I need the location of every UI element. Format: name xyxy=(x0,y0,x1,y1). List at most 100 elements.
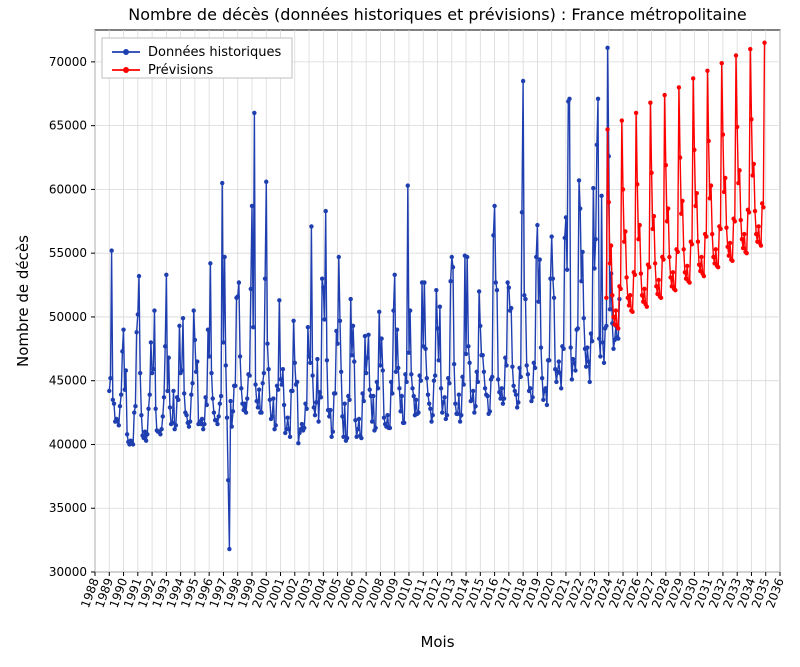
series-marker-forecast xyxy=(736,181,740,185)
series-marker-forecast xyxy=(756,224,760,228)
series-marker-historical xyxy=(497,390,501,394)
series-marker-historical xyxy=(408,308,412,312)
series-marker-forecast xyxy=(723,176,727,180)
series-marker-historical xyxy=(432,379,436,383)
series-marker-forecast xyxy=(651,227,655,231)
series-marker-historical xyxy=(189,393,193,397)
series-marker-forecast xyxy=(639,271,643,275)
series-marker-historical xyxy=(211,396,215,400)
series-marker-forecast xyxy=(727,254,731,258)
series-marker-forecast xyxy=(634,111,638,115)
series-marker-historical xyxy=(434,288,438,292)
series-marker-historical xyxy=(570,377,574,381)
series-marker-historical xyxy=(337,255,341,259)
series-marker-historical xyxy=(593,237,597,241)
series-marker-forecast xyxy=(622,239,626,243)
series-marker-historical xyxy=(208,261,212,265)
series-marker-forecast xyxy=(753,209,757,213)
series-marker-forecast xyxy=(724,225,728,229)
series-marker-historical xyxy=(256,405,260,409)
series-marker-historical xyxy=(490,375,494,379)
series-marker-forecast xyxy=(762,41,766,45)
series-marker-historical xyxy=(207,354,211,358)
series-marker-historical xyxy=(125,432,129,436)
series-marker-forecast xyxy=(747,210,751,214)
series-marker-historical xyxy=(552,296,556,300)
series-marker-historical xyxy=(148,393,152,397)
series-marker-forecast xyxy=(661,257,665,261)
series-marker-forecast xyxy=(654,284,658,288)
series-marker-historical xyxy=(471,389,475,393)
series-marker-historical xyxy=(376,386,380,390)
series-marker-historical xyxy=(291,319,295,323)
series-marker-historical xyxy=(391,308,395,312)
series-marker-forecast xyxy=(749,117,753,121)
series-marker-historical xyxy=(568,345,572,349)
series-marker-historical xyxy=(616,336,620,340)
series-marker-historical xyxy=(153,407,157,411)
series-marker-historical xyxy=(221,340,225,344)
series-marker-historical xyxy=(366,333,370,337)
series-marker-forecast xyxy=(633,273,637,277)
series-marker-historical xyxy=(236,294,240,298)
series-marker-forecast xyxy=(673,288,677,292)
series-marker-historical xyxy=(448,279,452,283)
series-marker-historical xyxy=(412,394,416,398)
series-marker-forecast xyxy=(668,275,672,279)
series-marker-historical xyxy=(528,386,532,390)
series-marker-historical xyxy=(503,356,507,360)
series-marker-historical xyxy=(595,143,599,147)
series-marker-forecast xyxy=(748,47,752,51)
series-marker-historical xyxy=(190,381,194,385)
series-marker-historical xyxy=(288,435,292,439)
series-marker-historical xyxy=(340,414,344,418)
series-marker-historical xyxy=(507,285,511,289)
series-marker-historical xyxy=(541,398,545,402)
series-marker-historical xyxy=(308,361,312,365)
series-marker-historical xyxy=(414,398,418,402)
series-marker-historical xyxy=(385,413,389,417)
series-marker-forecast xyxy=(760,201,764,205)
series-marker-historical xyxy=(495,288,499,292)
series-marker-historical xyxy=(265,342,269,346)
series-marker-forecast xyxy=(699,255,703,259)
series-marker-historical xyxy=(285,415,289,419)
series-marker-historical xyxy=(277,298,281,302)
series-marker-historical xyxy=(396,366,400,370)
series-marker-forecast xyxy=(687,280,691,284)
series-marker-forecast xyxy=(693,204,697,208)
series-marker-historical xyxy=(526,372,530,376)
series-marker-historical xyxy=(329,435,333,439)
series-marker-historical xyxy=(257,387,261,391)
series-marker-historical xyxy=(280,382,284,386)
series-marker-historical xyxy=(328,408,332,412)
series-marker-historical xyxy=(314,400,318,404)
series-marker-historical xyxy=(573,368,577,372)
series-marker-forecast xyxy=(750,173,754,177)
series-marker-historical xyxy=(249,287,253,291)
series-marker-historical xyxy=(549,234,553,238)
series-marker-historical xyxy=(488,409,492,413)
series-marker-historical xyxy=(362,399,366,403)
series-marker-historical xyxy=(137,274,141,278)
series-marker-historical xyxy=(379,336,383,340)
series-marker-historical xyxy=(592,266,596,270)
series-marker-historical xyxy=(345,436,349,440)
series-marker-historical xyxy=(158,432,162,436)
series-marker-forecast xyxy=(628,293,632,297)
series-marker-historical xyxy=(429,419,433,423)
series-marker-forecast xyxy=(611,315,615,319)
series-marker-historical xyxy=(579,279,583,283)
series-marker-historical xyxy=(426,393,430,397)
series-marker-historical xyxy=(597,336,601,340)
series-marker-historical xyxy=(201,427,205,431)
series-marker-historical xyxy=(172,427,176,431)
series-marker-forecast xyxy=(621,187,625,191)
series-marker-historical xyxy=(534,255,538,259)
series-marker-historical xyxy=(187,424,191,428)
series-marker-historical xyxy=(348,297,352,301)
series-marker-historical xyxy=(492,204,496,208)
series-marker-historical xyxy=(300,422,304,426)
series-marker-historical xyxy=(460,375,464,379)
series-marker-forecast xyxy=(690,242,694,246)
